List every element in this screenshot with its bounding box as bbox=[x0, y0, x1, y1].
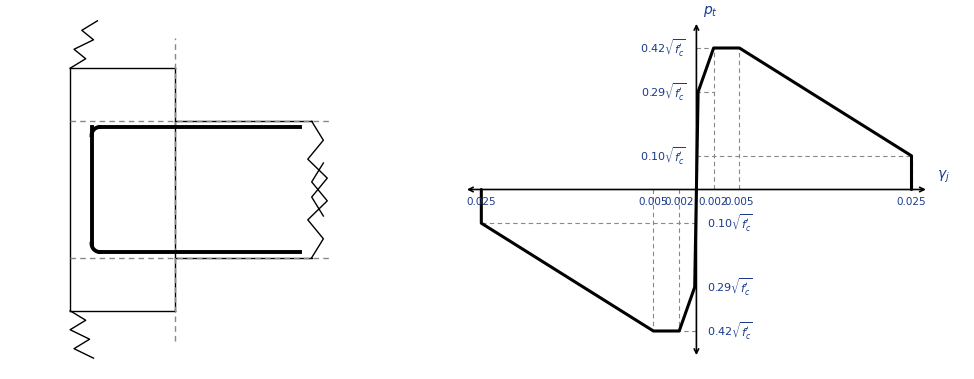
Text: 0.002: 0.002 bbox=[699, 197, 729, 207]
Text: $0.42\sqrt{f_c^{\prime}}$: $0.42\sqrt{f_c^{\prime}}$ bbox=[707, 320, 753, 342]
Text: $0.42\sqrt{f_c^{\prime}}$: $0.42\sqrt{f_c^{\prime}}$ bbox=[640, 37, 686, 59]
Text: $0.29\sqrt{f_c^{\prime}}$: $0.29\sqrt{f_c^{\prime}}$ bbox=[641, 81, 686, 103]
Text: 0.002: 0.002 bbox=[664, 197, 693, 207]
Text: $0.10\sqrt{f_c^{\prime}}$: $0.10\sqrt{f_c^{\prime}}$ bbox=[707, 212, 753, 234]
Text: $0.29\sqrt{f_c^{\prime}}$: $0.29\sqrt{f_c^{\prime}}$ bbox=[707, 276, 752, 298]
Text: $p_t$: $p_t$ bbox=[703, 5, 718, 19]
Text: 0.005: 0.005 bbox=[725, 197, 754, 207]
Text: $\gamma_j$: $\gamma_j$ bbox=[937, 169, 951, 185]
Text: 0.025: 0.025 bbox=[467, 197, 496, 207]
Text: 0.025: 0.025 bbox=[897, 197, 926, 207]
Text: 0.005: 0.005 bbox=[639, 197, 668, 207]
Text: $0.10\sqrt{f_c^{\prime}}$: $0.10\sqrt{f_c^{\prime}}$ bbox=[640, 145, 686, 167]
